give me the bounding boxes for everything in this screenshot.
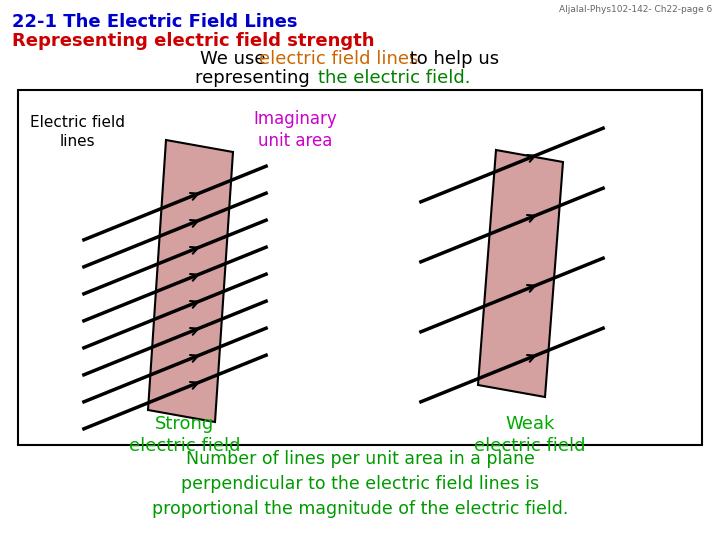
Bar [18, 90, 702, 445]
Text: Strong
electric field: Strong electric field [130, 415, 240, 455]
Text: 22-1 The Electric Field Lines: 22-1 The Electric Field Lines [12, 13, 297, 31]
Text: Number of lines per unit area in a plane
perpendicular to the electric field lin: Number of lines per unit area in a plane… [152, 450, 568, 518]
Text: Weak
electric field: Weak electric field [474, 415, 586, 455]
Text: the electric field.: the electric field. [318, 69, 470, 87]
Text: electric field lines: electric field lines [259, 50, 418, 68]
Text: to help us: to help us [404, 50, 499, 68]
Text: Aljalal-Phys102-142- Ch22-page 6: Aljalal-Phys102-142- Ch22-page 6 [559, 5, 712, 14]
Text: Imaginary
unit area: Imaginary unit area [253, 110, 337, 150]
Text: Electric field
lines: Electric field lines [30, 115, 125, 148]
Polygon shape [148, 140, 233, 422]
Text: Representing electric field strength: Representing electric field strength [12, 32, 374, 50]
Text: representing: representing [195, 69, 321, 87]
Text: We use: We use [200, 50, 271, 68]
Polygon shape [478, 150, 563, 397]
